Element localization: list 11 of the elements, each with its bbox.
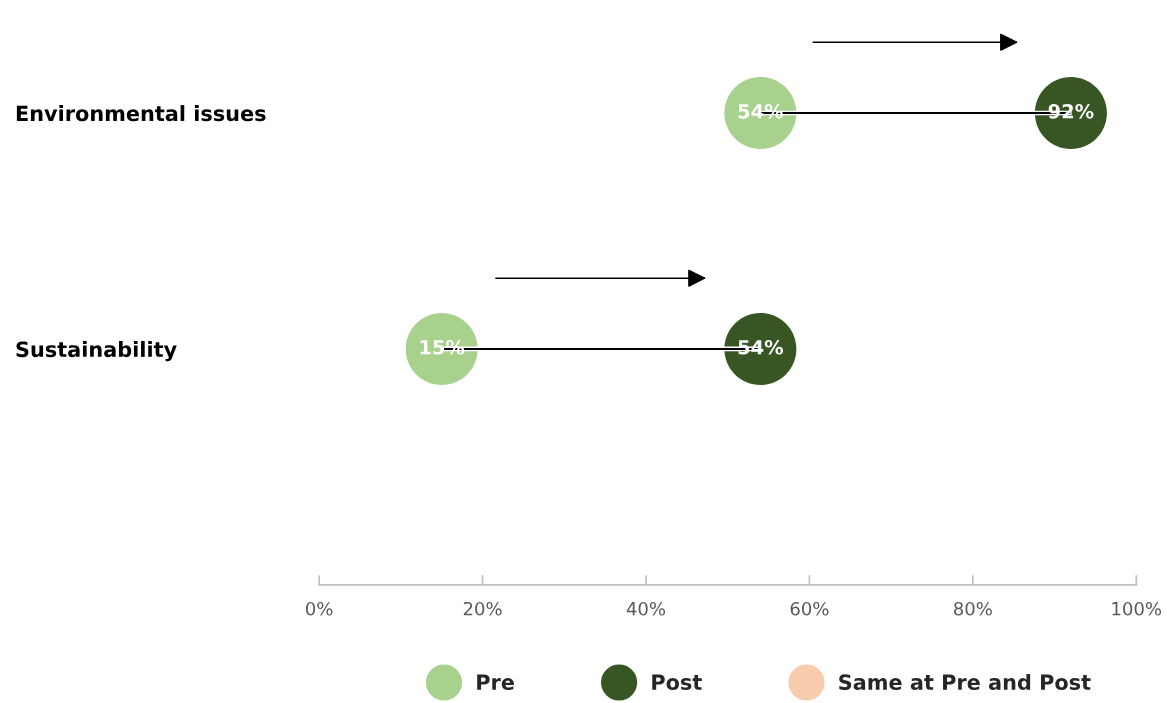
- legend-label: Same at Pre and Post: [839, 673, 1091, 691]
- x-tick-label: 60%: [790, 601, 829, 616]
- x-tick-label: 40%: [626, 601, 666, 616]
- x-tick-label: 20%: [463, 601, 502, 616]
- y-tick-label: Environmental issues: [16, 105, 266, 122]
- x-tick-label: 80%: [954, 601, 992, 616]
- legend-label: Pre: [477, 674, 514, 691]
- x-tick-label: 100%: [1112, 601, 1162, 616]
- x-tick-label: 0%: [306, 601, 333, 616]
- y-tick-label: Sustainability: [16, 341, 177, 362]
- legend-label: Post: [652, 674, 702, 691]
